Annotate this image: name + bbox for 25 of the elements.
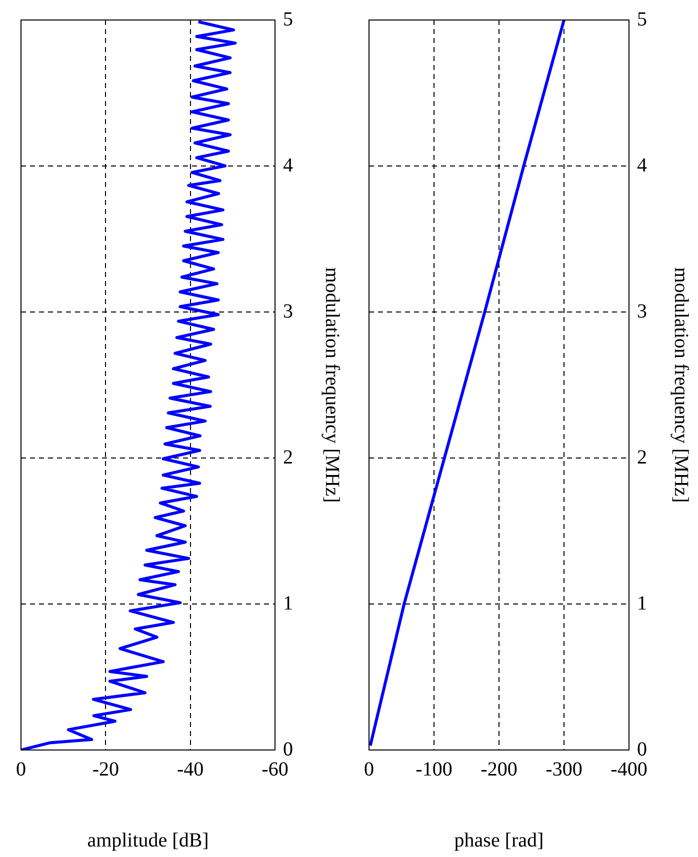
x-tick-label: -100	[416, 758, 452, 780]
x-tick-label: -60	[262, 758, 288, 780]
x-axis-title: amplitude [dB]	[87, 829, 209, 852]
y-tick-label: 0	[637, 738, 647, 760]
y-tick-label: 3	[283, 300, 293, 322]
y-tick-label: 0	[283, 738, 293, 760]
x-tick-label: 0	[16, 758, 26, 780]
y-tick-label: 1	[283, 592, 293, 614]
y-tick-label: 2	[283, 446, 293, 468]
y-tick-label: 2	[637, 446, 647, 468]
y-axis-title: modulation frequency [MHz]	[320, 267, 343, 503]
y-tick-label: 5	[283, 8, 293, 30]
x-tick-label: -200	[480, 758, 518, 780]
y-tick-label: 3	[637, 300, 647, 322]
y-tick-label: 1	[637, 592, 647, 614]
x-tick-label: -300	[546, 758, 582, 780]
x-axis-title: phase [rad]	[454, 829, 544, 852]
x-tick-label: -40	[176, 758, 204, 780]
y-tick-label: 4	[283, 154, 293, 176]
y-tick-label: 4	[637, 154, 647, 176]
x-tick-label: 0	[364, 758, 374, 780]
y-axis-title: modulation frequency [MHz]	[670, 267, 692, 503]
y-tick-label: 5	[637, 8, 647, 30]
x-tick-label: -400	[610, 758, 648, 780]
x-tick-label: -20	[92, 758, 120, 780]
